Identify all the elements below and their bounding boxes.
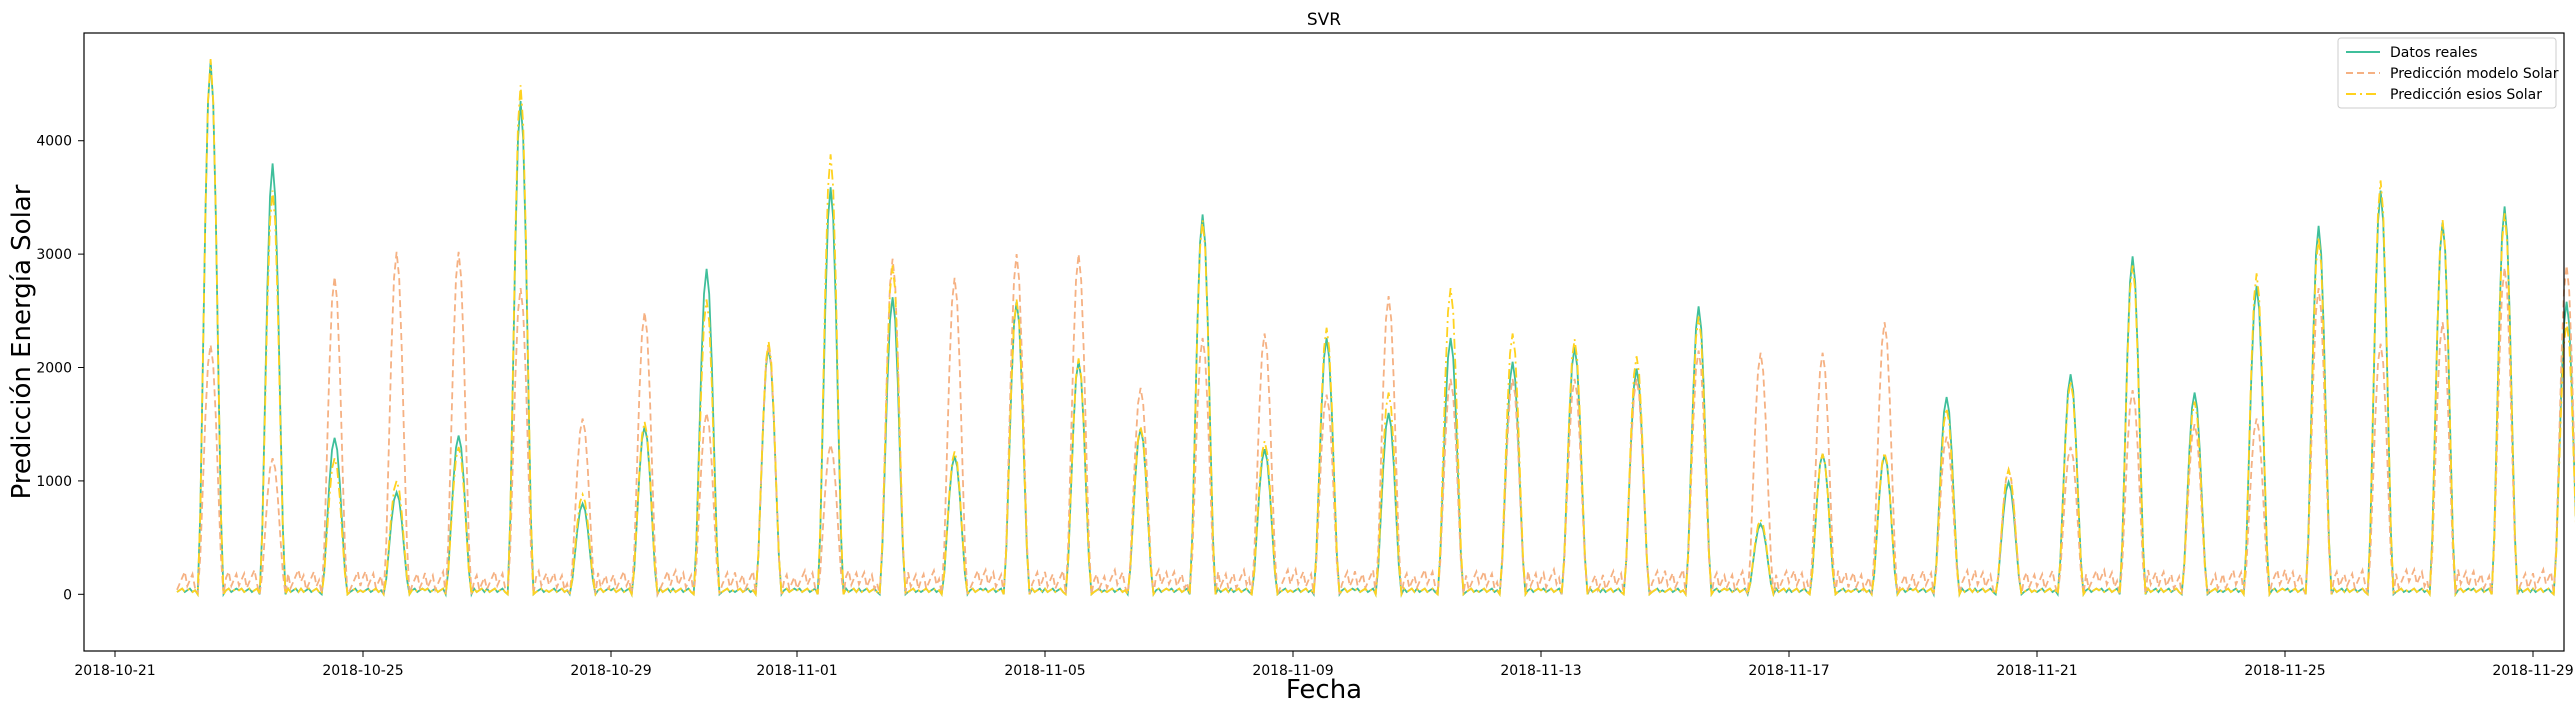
x-tick-label: 2018-11-29	[2492, 663, 2573, 679]
x-tick-label: 2018-11-13	[1500, 663, 1581, 679]
y-tick-label: 1000	[36, 474, 72, 490]
y-axis-label: Predicción Energía Solar	[7, 184, 37, 499]
chart-title: SVR	[1307, 10, 1341, 30]
x-axis-ticks: 2018-10-21 2018-10-25 2018-10-29 2018-11-01…	[74, 651, 2574, 679]
legend: Datos reales Predicción modelo Solar Predi…	[2337, 37, 2559, 109]
series-layer	[176, 59, 2575, 598]
x-tick-label: 2018-10-21	[74, 663, 155, 679]
legend-label-2: Predicción esios Solar	[2390, 87, 2542, 103]
x-tick-label: 2018-10-29	[570, 663, 651, 679]
y-tick-label: 4000	[36, 134, 72, 150]
plot-frame	[83, 32, 2565, 652]
series-line-2	[176, 59, 2575, 598]
y-tick-label: 2000	[36, 361, 72, 377]
legend-label-0: Datos reales	[2390, 45, 2478, 61]
x-axis-label: Fecha	[1286, 675, 1362, 705]
x-tick-label: 2018-11-21	[1996, 663, 2077, 679]
x-tick-label: 2018-11-25	[2244, 663, 2325, 679]
x-tick-label: 2018-11-01	[756, 663, 837, 679]
legend-label-1: Predicción modelo Solar	[2390, 66, 2559, 82]
y-tick-label: 0	[63, 587, 72, 603]
x-tick-label: 2018-11-17	[1748, 663, 1829, 679]
y-tick-label: 3000	[36, 247, 72, 263]
legend-box	[2337, 37, 2557, 109]
x-tick-label: 2018-11-09	[1252, 663, 1333, 679]
y-axis-ticks: 0 1000 2000 3000 4000	[36, 134, 84, 603]
x-tick-label: 2018-11-05	[1004, 663, 1085, 679]
x-tick-label: 2018-10-25	[322, 663, 403, 679]
series-line-1	[176, 251, 2575, 598]
